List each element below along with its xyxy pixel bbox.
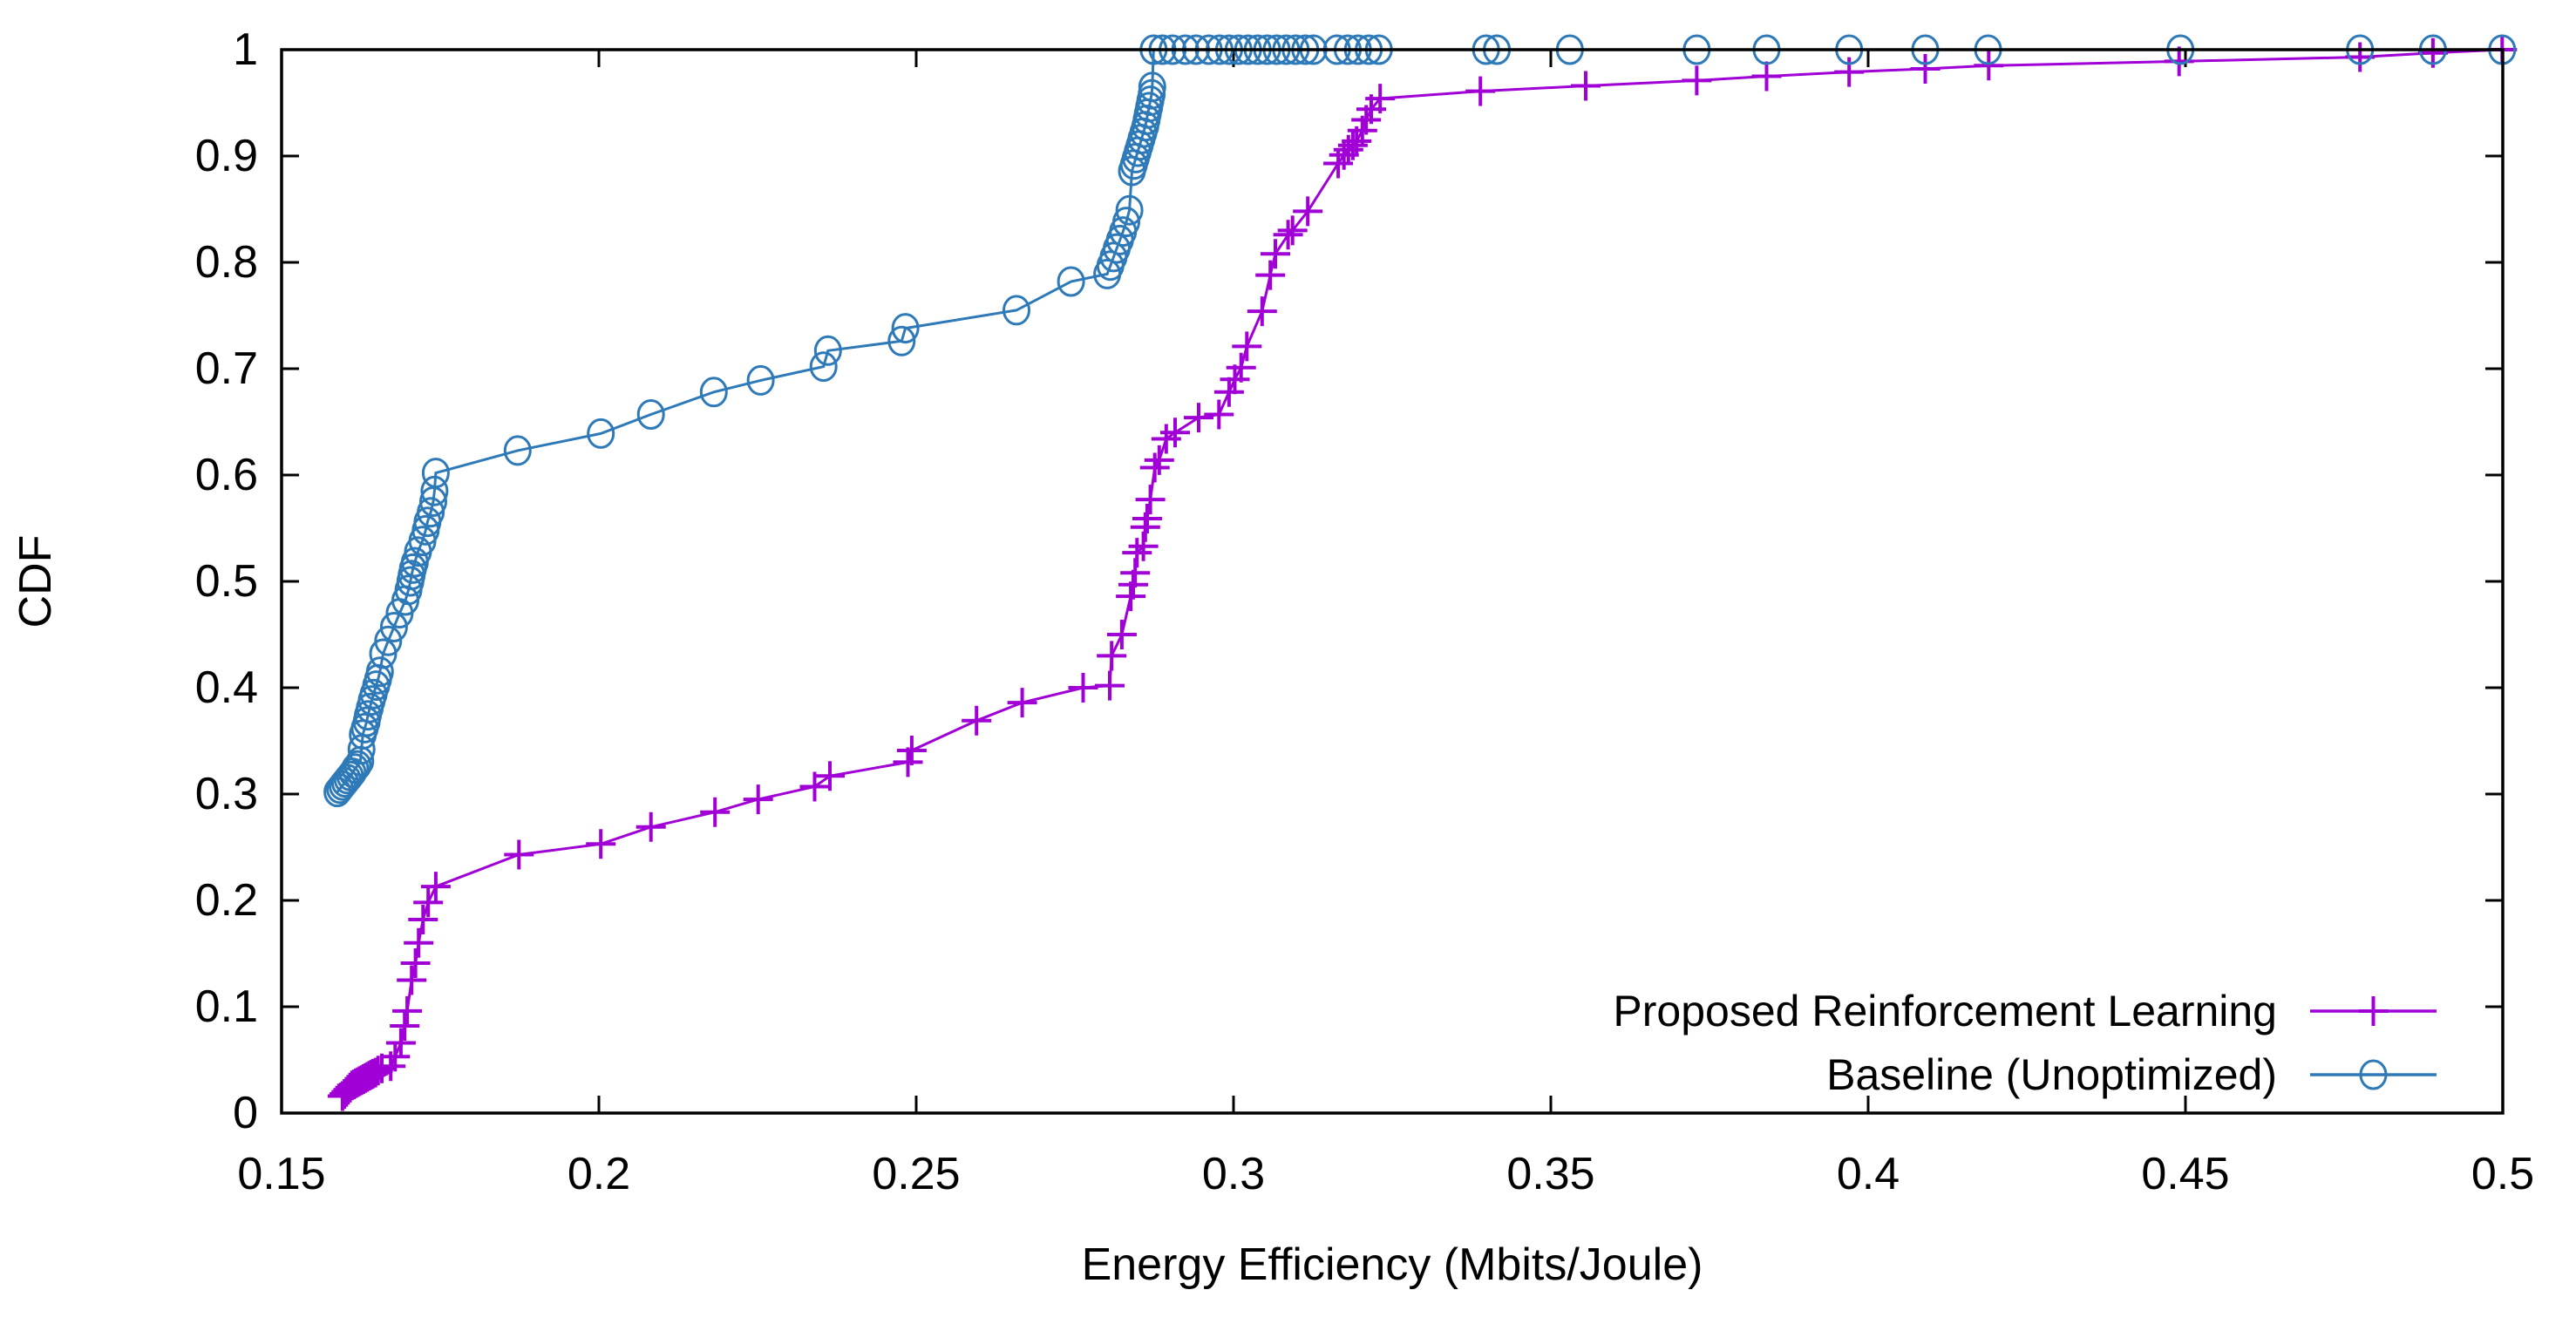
x-tick-labels: 0.15 0.2 0.25 0.3 0.35 0.4 0.45 0.5 (237, 1149, 2534, 1199)
circle-marker (417, 497, 445, 528)
circle-markers (323, 34, 2517, 808)
legend-entry-baseline-unoptimized: Baseline (Unoptimized) (1826, 1050, 2437, 1099)
plot-area: 0.15 0.2 0.25 0.3 0.35 0.4 0.45 0.500.10.20.30.… (195, 24, 2534, 1199)
y-tick-label: 0.5 (195, 556, 258, 607)
y-axis-title: CDF (10, 535, 61, 628)
circle-marker (374, 625, 403, 656)
y-tick-label: 1 (233, 24, 258, 75)
circle-marker (421, 458, 450, 489)
y-tick-label: 0.7 (195, 343, 258, 394)
series-baseline-unoptimized (323, 34, 2517, 808)
legend-label: Proposed Reinforcement Learning (1613, 987, 2277, 1035)
plus-markers (327, 35, 2518, 1111)
legend-label: Baseline (Unoptimized) (1826, 1050, 2277, 1099)
circle-marker (699, 377, 728, 408)
x-axis-ticks (280, 50, 2505, 1113)
circle-marker (813, 335, 842, 366)
y-tick-label: 0.8 (195, 237, 258, 288)
y-tick-labels: 0 0.1 0.2 0.3 0.4 0.5 0.6 0.7 0.8 0.9 1 (195, 24, 258, 1138)
circle-marker (365, 656, 394, 688)
y-tick-label: 0.2 (195, 875, 258, 926)
circle-marker (746, 364, 775, 396)
circle-marker (1112, 207, 1140, 238)
series-line (341, 48, 2503, 1097)
x-tick-label: 0.2 (568, 1149, 630, 1199)
circle-marker (809, 351, 838, 383)
x-tick-label: 0.4 (1837, 1149, 1900, 1199)
circle-marker (503, 435, 532, 466)
circle-marker (420, 475, 449, 506)
y-tick-label: 0.9 (195, 131, 258, 181)
legend: Proposed Reinforcement Learning Baseline … (1613, 987, 2437, 1099)
circle-marker (636, 399, 665, 430)
circle-marker (891, 313, 920, 344)
x-tick-label: 0.5 (2471, 1149, 2534, 1199)
series-proposed-reinforcement-learning (327, 35, 2518, 1111)
plot-frame (280, 48, 2505, 1115)
x-axis-title: Energy Efficiency (Mbits/Joule) (1082, 1239, 1703, 1290)
x-tick-label: 0.45 (2141, 1149, 2229, 1199)
circle-marker (379, 612, 408, 642)
circle-marker (343, 750, 372, 781)
circle-marker (587, 418, 615, 449)
circle-marker (1003, 295, 1030, 326)
x-tick-label: 0.3 (1202, 1149, 1265, 1199)
legend-circle-marker (2359, 1059, 2388, 1090)
circle-marker (887, 325, 916, 356)
y-tick-label: 0.3 (195, 769, 258, 819)
circle-marker (1057, 266, 1085, 297)
circle-marker (341, 753, 370, 784)
y-tick-label: 0 (233, 1088, 258, 1138)
circle-marker (1115, 194, 1144, 226)
y-tick-label: 0.4 (195, 662, 258, 713)
y-tick-label: 0.1 (195, 981, 258, 1032)
legend-entry-proposed-reinforcement-learning: Proposed Reinforcement Learning (1613, 987, 2437, 1035)
y-tick-label: 0.6 (195, 450, 258, 500)
legend-plus-marker (2358, 996, 2389, 1026)
circle-marker (1138, 71, 1166, 103)
x-tick-label: 0.35 (1506, 1149, 1594, 1199)
y-axis-ticks (282, 48, 2503, 1115)
x-tick-label: 0.15 (237, 1149, 325, 1199)
x-tick-label: 0.25 (872, 1149, 960, 1199)
